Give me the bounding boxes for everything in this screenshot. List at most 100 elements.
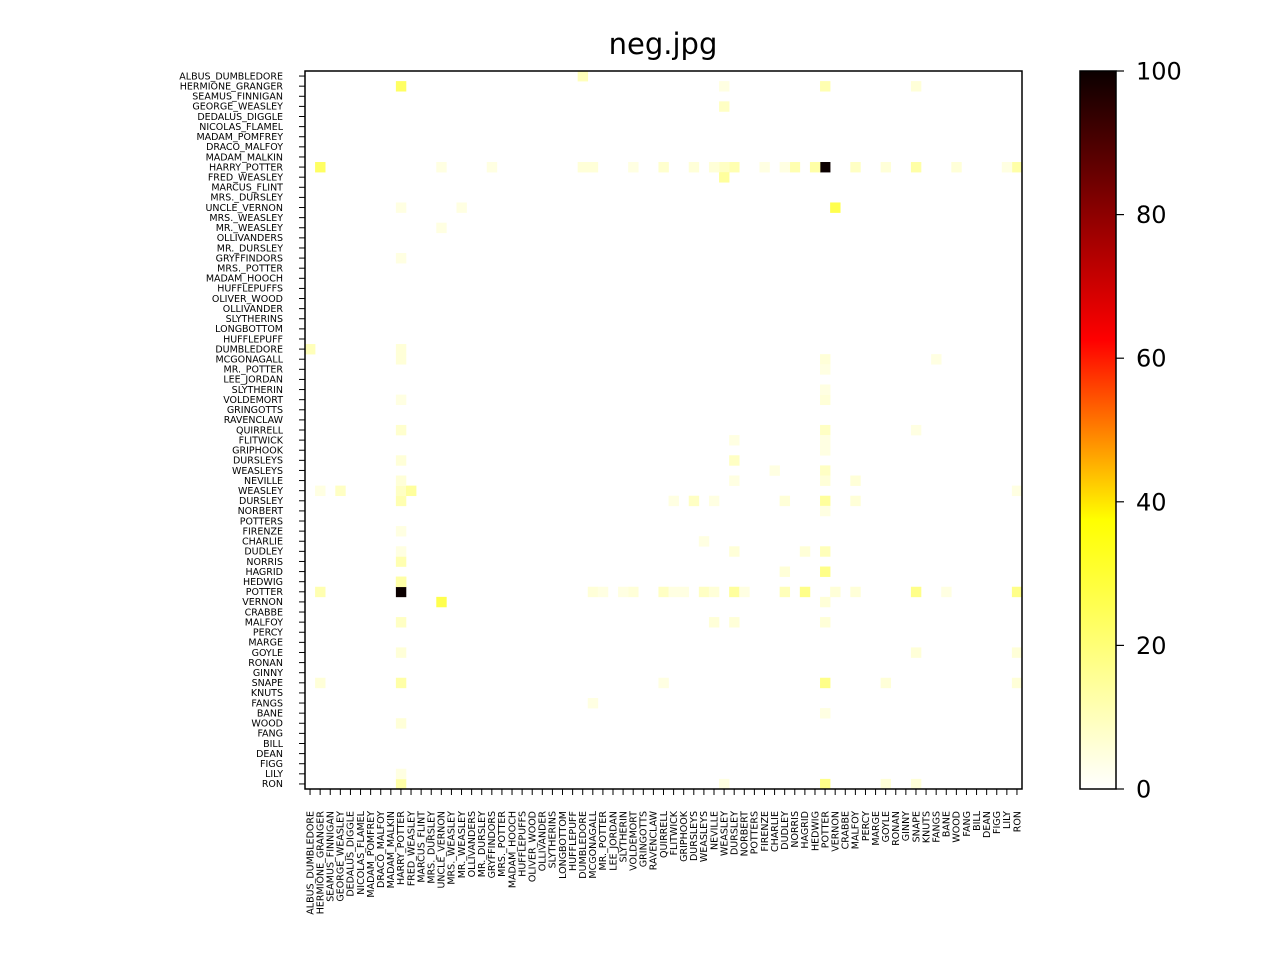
colorbar-tick-label: 20	[1136, 632, 1167, 660]
heatmap-cell	[880, 778, 892, 790]
x-tick-label: NORBERT	[740, 811, 751, 857]
heatmap-cell	[456, 202, 467, 213]
x-tick-label: FLITWICK	[669, 810, 680, 855]
heatmap-cell	[719, 172, 730, 183]
y-tick-label: HUFFLEPUFF	[223, 334, 283, 345]
heatmap-cell	[850, 475, 861, 486]
heatmap-cell	[820, 354, 831, 365]
x-tick-label: NORRIS	[790, 811, 801, 848]
y-tick-label: WEASLEYS	[232, 466, 283, 477]
heatmap-cell	[910, 647, 922, 658]
heatmap-cell	[658, 677, 669, 689]
x-tick-label: BILL	[972, 810, 983, 831]
heatmap-cell	[395, 475, 407, 486]
y-tick-label: NORBERT	[238, 506, 284, 517]
heatmap-cell	[395, 556, 407, 567]
heatmap-cell	[315, 162, 326, 173]
x-tick-label: MRS._WEASLEY	[447, 811, 458, 885]
x-tick-label: HARRY_POTTER	[396, 811, 407, 885]
heatmap-cell	[809, 162, 821, 173]
y-tick-label: MADAM_POMFREY	[196, 132, 283, 143]
x-tick-label: SEAMUS_FINNIGAN	[326, 811, 337, 902]
x-tick-label: VOLDEMORT	[629, 811, 640, 871]
heatmap-cell	[668, 495, 679, 507]
y-tick-label: ALBUS_DUMBLEDORE	[179, 71, 283, 82]
y-tick-label: DURSLEYS	[233, 456, 283, 467]
heatmap-cell	[587, 162, 599, 173]
heatmap-cell	[1001, 162, 1013, 173]
y-tick-label: FRED_WEASLEY	[208, 172, 283, 183]
x-tick-label: RAVENCLAW	[649, 810, 660, 870]
y-tick-label: SNAPE	[252, 678, 283, 689]
heatmap-cell	[820, 81, 831, 92]
heatmap-cell	[850, 495, 861, 507]
y-tick-label: MARCUS_FLINT	[211, 183, 283, 194]
x-tick-label: DUDLEY	[780, 811, 791, 850]
heatmap-cell	[719, 162, 730, 173]
x-tick-label: MADAM_MALKIN	[386, 811, 397, 888]
colorbar-tick-label: 100	[1136, 58, 1182, 86]
y-tick-label: MRS._DURSLEY	[210, 193, 283, 204]
y-tick-label: NEVILLE	[244, 476, 283, 487]
heatmap-cell	[486, 162, 498, 173]
x-tick-label: GRINGOTTS	[639, 811, 650, 867]
y-tick-label: QUIRRELL	[236, 425, 284, 436]
heatmap-cell	[759, 162, 770, 173]
heatmap-cell	[779, 566, 791, 577]
heatmap-cell	[820, 475, 831, 486]
x-tick-label: MADAM_HOOCH	[507, 811, 518, 888]
x-tick-label: GEORGE_WEASLEY	[336, 811, 347, 902]
heatmap-cell	[395, 202, 407, 213]
heatmap-cell	[395, 768, 407, 780]
heatmap-cell	[628, 586, 639, 598]
y-axis: ALBUS_DUMBLEDOREHERMIONE_GRANGERSEAMUS_F…	[179, 71, 305, 790]
heatmap-cell	[628, 162, 639, 173]
heatmap-cell	[830, 586, 841, 598]
heatmap-cell	[395, 455, 407, 466]
x-tick-label: FRED_WEASLEY	[406, 811, 417, 886]
y-tick-label: DEAN	[256, 749, 283, 760]
heatmap-cell	[779, 586, 791, 598]
heatmap-cell	[708, 495, 720, 507]
heatmap-cell	[395, 546, 407, 557]
x-tick-label: BANE	[942, 811, 953, 837]
heatmap-cell	[719, 101, 730, 112]
x-tick-label: POTTERS	[750, 811, 761, 854]
x-tick-label: FANGS	[931, 811, 942, 843]
y-tick-label: DURSLEY	[239, 496, 283, 507]
heatmap-cell	[405, 485, 417, 497]
x-tick-label: SNAPE	[911, 811, 922, 842]
heatmap-cell	[1011, 677, 1023, 689]
y-tick-label: MCGONAGALL	[215, 355, 283, 366]
heatmap-cell	[315, 485, 326, 497]
heatmap-cell	[880, 677, 892, 689]
heatmap-cell	[688, 162, 700, 173]
x-tick-label: MALFOY	[851, 811, 862, 849]
heatmap-cell	[910, 81, 922, 92]
x-tick-label: UNCLE_VERNON	[437, 811, 448, 889]
heatmap-cell	[1011, 586, 1023, 598]
heatmap-cell	[729, 455, 740, 466]
heatmap-cell	[779, 495, 791, 507]
y-tick-label: SLYTHERIN	[232, 385, 283, 396]
y-tick-label: FANG	[257, 729, 283, 740]
heatmap-cell	[789, 162, 801, 173]
y-tick-label: HAGRID	[245, 567, 283, 578]
heatmap-cell	[941, 586, 952, 598]
x-tick-label: MARGE	[871, 811, 882, 846]
y-tick-label: HEDWIG	[243, 577, 283, 588]
y-tick-label: GINNY	[253, 668, 283, 679]
y-tick-label: FANGS	[251, 698, 283, 709]
heatmap-cell	[820, 566, 831, 577]
heatmap-cell	[820, 546, 831, 557]
heatmap-cell	[910, 586, 922, 598]
heatmap-cell	[951, 162, 962, 173]
heatmap-cell	[910, 424, 922, 436]
y-tick-label: LILY	[265, 769, 283, 780]
x-tick-label: DRACO_MALFOY	[376, 811, 387, 888]
heatmap-cell	[395, 718, 407, 729]
y-tick-label: OLIVER_WOOD	[212, 294, 283, 305]
x-tick-label: HUFFLEPUFF	[568, 811, 579, 871]
x-tick-label: FIRENZE	[760, 811, 771, 852]
heatmap-cell	[597, 586, 609, 598]
